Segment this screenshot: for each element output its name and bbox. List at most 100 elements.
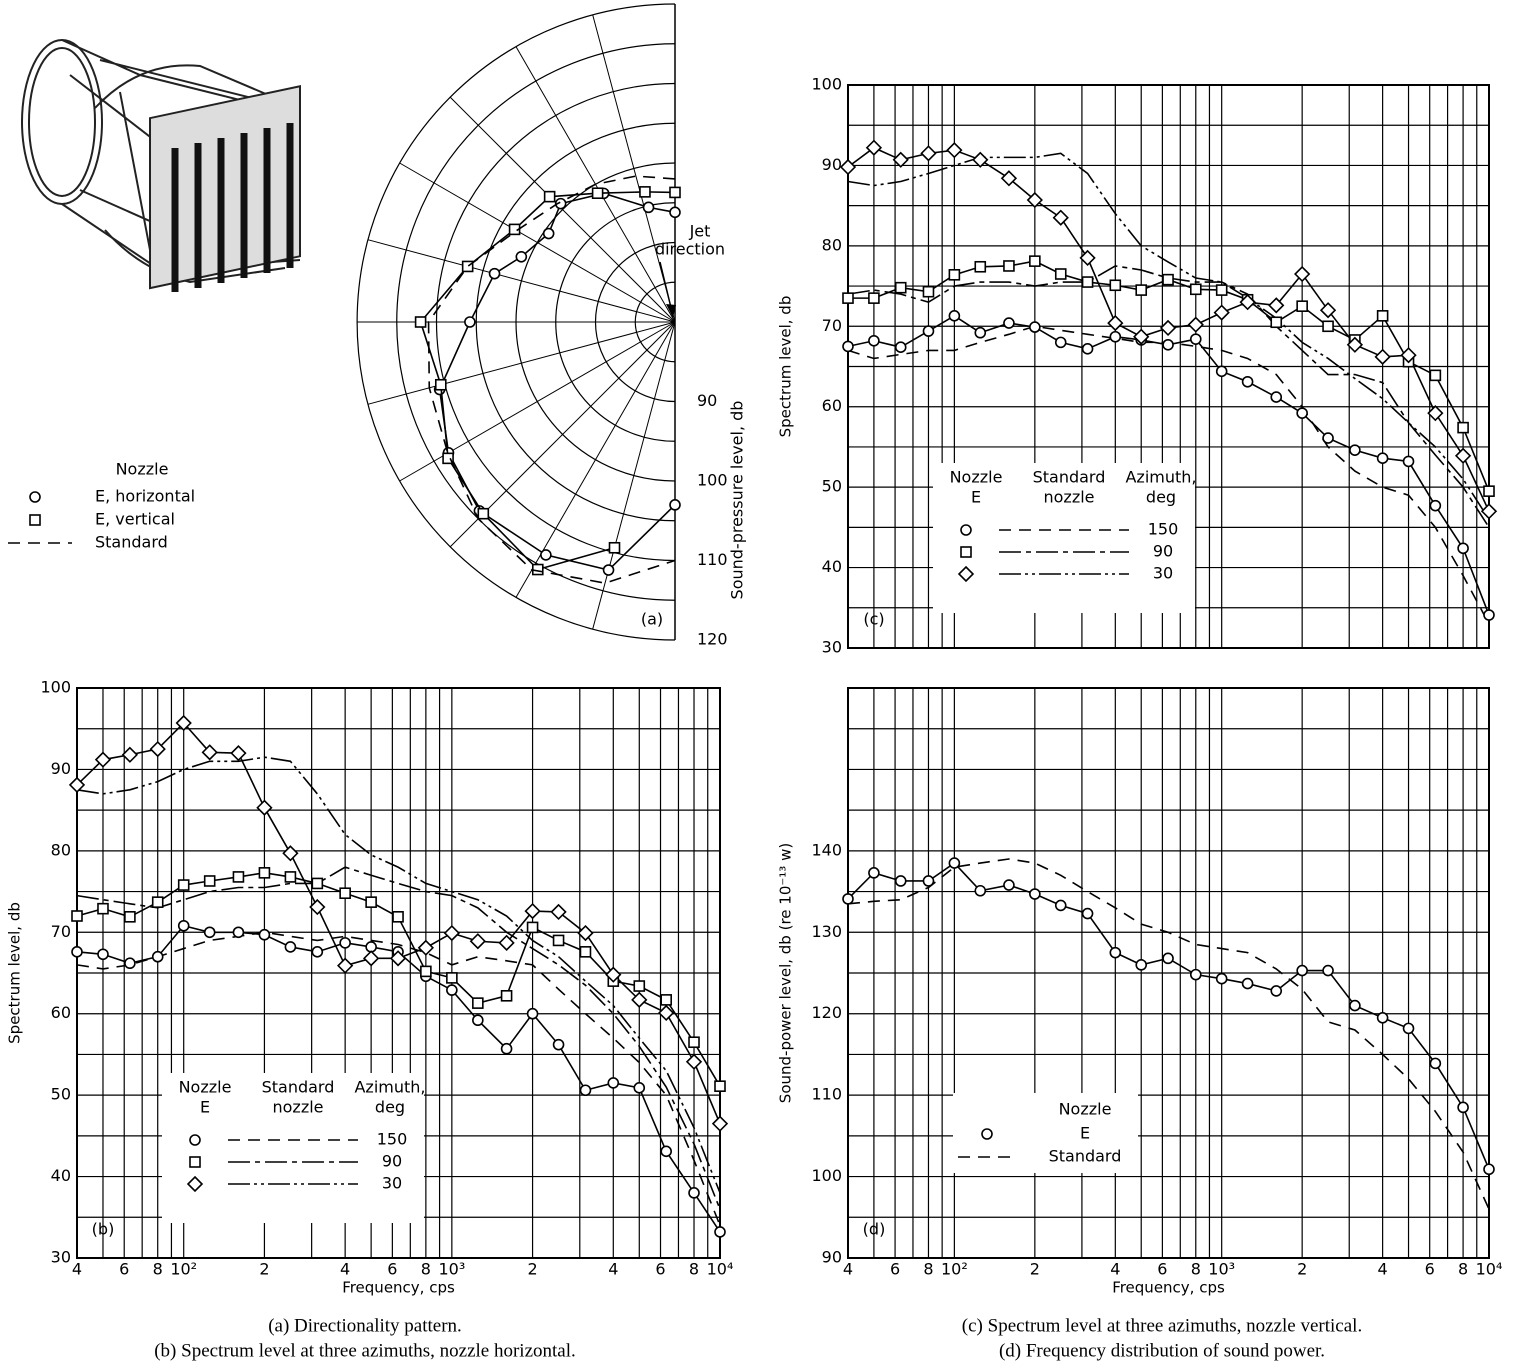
y-tick-label: 100	[40, 678, 71, 697]
data-point	[282, 845, 299, 862]
data-point	[1296, 300, 1308, 312]
legend-label: 90	[382, 1152, 402, 1171]
data-point	[1003, 879, 1015, 891]
data-point	[94, 751, 112, 768]
data-point	[839, 158, 857, 176]
legend-label: E	[1080, 1124, 1090, 1143]
data-point	[714, 1226, 726, 1238]
y-axis-label: Spectrum level, db	[6, 902, 24, 1044]
data-point	[151, 950, 164, 963]
legend-label: 150	[1148, 520, 1179, 539]
data-point	[894, 875, 907, 887]
data-line	[76, 721, 721, 1124]
data-point	[946, 142, 963, 159]
legend-header: E	[971, 488, 981, 507]
legend-header: Nozzle	[179, 1078, 232, 1097]
data-point	[442, 452, 454, 465]
y-tick-label: 100	[811, 75, 842, 94]
y-tick-label: 70	[51, 922, 71, 941]
data-point	[1319, 302, 1337, 319]
x-tick-label: 6	[119, 1260, 129, 1279]
legend-label: 30	[382, 1174, 402, 1193]
jet-label: Jet	[689, 222, 711, 241]
data-point	[554, 197, 567, 210]
panel-label: (d)	[863, 1220, 886, 1239]
caption: (c) Spectrum level at three azimuths, no…	[962, 1315, 1362, 1336]
data-point	[203, 926, 216, 939]
data-point	[642, 201, 655, 214]
standard-line	[76, 931, 721, 1226]
polar-line	[427, 175, 676, 584]
data-point	[865, 139, 883, 156]
data-point	[151, 896, 164, 908]
data-point	[71, 946, 83, 958]
data-point	[1135, 284, 1148, 296]
x-tick-label: 4	[843, 1260, 853, 1279]
data-point	[669, 186, 681, 199]
data-point	[414, 316, 427, 328]
x-tick-label: 10⁴	[1476, 1260, 1503, 1279]
data-point	[124, 911, 136, 923]
data-point	[1427, 405, 1444, 422]
x-tick-label: 8	[1191, 1260, 1201, 1279]
y-tick-label: 50	[51, 1085, 71, 1104]
legend-marker	[957, 565, 975, 583]
legend-label: 90	[1153, 542, 1173, 561]
legend-marker	[960, 524, 972, 536]
data-point	[608, 541, 621, 554]
data-point	[1241, 977, 1254, 990]
data-line	[847, 858, 1490, 1210]
data-point	[1483, 609, 1495, 621]
data-point	[311, 877, 324, 890]
data-point	[922, 285, 935, 298]
data-point	[258, 928, 271, 941]
data-point	[1187, 316, 1204, 333]
data-point	[1457, 1101, 1469, 1114]
data-point	[420, 965, 432, 978]
data-point	[526, 921, 539, 934]
data-point	[542, 227, 555, 240]
data-point	[714, 1080, 726, 1092]
y-tick-label: 120	[811, 1003, 842, 1022]
legend-header: deg	[1146, 488, 1176, 507]
data-point	[1162, 273, 1174, 286]
data-point	[1029, 321, 1041, 333]
x-tick-label: 2	[259, 1260, 269, 1279]
data-point	[124, 957, 136, 970]
data-point	[1239, 294, 1256, 311]
legend-header: Azimuth,	[354, 1078, 425, 1097]
data-point	[500, 989, 513, 1002]
legend-label: Standard	[95, 533, 168, 552]
data-point	[472, 997, 484, 1009]
x-tick-label: 10²	[941, 1260, 968, 1279]
grid-spoke	[592, 321, 676, 630]
data-point	[974, 884, 987, 897]
y-tick-label: 140	[811, 840, 842, 859]
data-point	[389, 950, 407, 967]
standard-line	[847, 152, 1490, 520]
panel-label: (a)	[641, 610, 663, 629]
grid-spoke	[367, 239, 676, 323]
data-point	[1054, 268, 1067, 280]
data-point	[894, 341, 907, 353]
data-point	[711, 1115, 729, 1132]
data-point	[1294, 265, 1311, 283]
data-point	[1296, 964, 1308, 977]
data-point	[631, 991, 648, 1009]
data-point	[685, 1053, 703, 1070]
data-point	[948, 310, 961, 322]
data-point	[605, 966, 622, 983]
data-point	[1429, 369, 1442, 382]
data-point	[579, 946, 592, 958]
x-tick-label: 4	[608, 1260, 618, 1279]
x-tick-label: 6	[1157, 1260, 1167, 1279]
grid-spoke	[592, 14, 676, 323]
data-point	[256, 799, 273, 816]
data-point	[1268, 297, 1285, 314]
data-point	[892, 151, 909, 168]
data-point	[337, 957, 354, 974]
data-point	[543, 190, 556, 203]
data-point	[339, 937, 351, 949]
data-point	[1376, 310, 1389, 322]
x-tick-label: 8	[153, 1260, 163, 1279]
